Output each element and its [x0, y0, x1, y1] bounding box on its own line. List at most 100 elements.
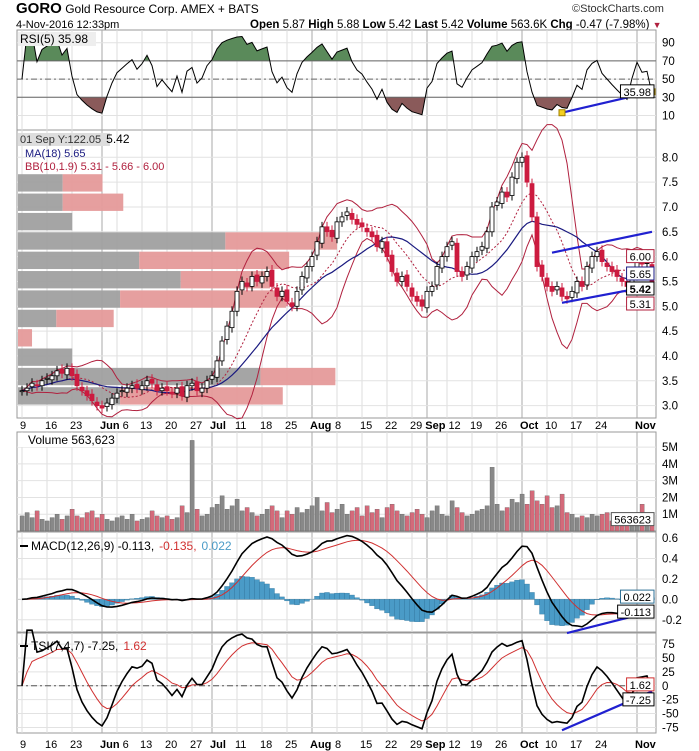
macd-histogram-bar: [274, 593, 280, 600]
volume-bar: [409, 512, 415, 532]
candle-body: [89, 393, 95, 402]
volume-bar: [529, 490, 535, 532]
price-axis-tick: 6.0: [662, 252, 678, 264]
date-tick: 9: [20, 420, 26, 432]
candle-body: [289, 302, 295, 307]
macd-histogram-bar: [544, 599, 550, 621]
macd-histogram-bar: [394, 599, 400, 620]
volume-by-price-down-bar: [120, 290, 286, 308]
volume-bar: [94, 517, 100, 532]
volume-bar: [219, 495, 225, 532]
volume-by-price-up-bar: [18, 193, 63, 211]
volume-bar: [309, 505, 315, 532]
candle-body: [159, 387, 165, 392]
date-tick: Jul: [210, 739, 226, 751]
company-name: Gold Resource Corp. AMEX + BATS: [65, 2, 259, 16]
rsi-axis-tick: 10: [662, 110, 675, 122]
macd-histogram-bar: [239, 576, 245, 600]
macd-histogram-bar: [389, 599, 395, 617]
candle-body: [224, 325, 230, 340]
rsi-axis-tick: 90: [662, 38, 675, 50]
candle-body: [499, 191, 505, 204]
volume-by-price-up-bar: [18, 271, 181, 289]
volume-bar: [39, 519, 45, 532]
datetime: 4-Nov-2016 12:33pm: [16, 19, 120, 31]
date-tick: 24: [595, 739, 607, 751]
macd-histogram-bar: [424, 599, 430, 619]
chg-value: -0.47 (-7.98%): [575, 19, 650, 31]
candle-body: [449, 241, 455, 246]
price-axis-tick: 7.5: [662, 177, 678, 189]
volume-bar: [424, 517, 430, 532]
candle-body: [414, 295, 420, 302]
volume-bar: [169, 519, 175, 532]
candle-body: [339, 216, 345, 223]
rsi-oversold-fill: [22, 97, 652, 115]
macd-hist-tag: 0.022: [623, 592, 651, 604]
volume-bar: [484, 505, 490, 532]
candle-body: [589, 256, 595, 269]
volume-bar: [449, 500, 455, 532]
macd-histogram-bar: [319, 592, 325, 600]
date-tick: Nov: [635, 420, 657, 432]
date-tick: 17: [570, 739, 582, 751]
volume-bar: [264, 509, 270, 532]
volume-bar: [99, 514, 105, 532]
bb-lower-tag-box: [626, 296, 655, 311]
tsi-line: [21, 629, 653, 730]
macd-histogram-bar: [519, 579, 525, 600]
macd-histogram-bar: [254, 579, 260, 600]
candle-body: [129, 385, 135, 389]
macd-histogram-bar: [264, 583, 270, 600]
volume-by-price-down-bar: [56, 309, 114, 328]
macd-histogram-bar: [614, 598, 620, 600]
macd-histogram-bar: [349, 594, 355, 600]
volume-by-price-down-bar: [225, 232, 337, 250]
macd-histogram-bar: [504, 583, 510, 600]
macd-histogram-bar: [509, 581, 515, 600]
date-tick: 27: [190, 739, 202, 751]
candle-body: [494, 201, 500, 206]
volume-bar: [149, 510, 155, 532]
rsi-line: [21, 33, 653, 116]
date-tick: 20: [165, 739, 177, 751]
candle-body: [354, 218, 360, 225]
volume-bar: [54, 514, 60, 532]
candle-body: [204, 380, 210, 389]
date-tick: 26: [495, 420, 507, 432]
date-tick: 15: [360, 420, 372, 432]
macd-hist-legend: 0.022: [202, 539, 232, 553]
tsi-axis-tick: -25: [662, 695, 679, 707]
volume-bar: [404, 515, 410, 532]
macd-histogram-bar: [579, 599, 585, 616]
volume-bar: [279, 517, 285, 532]
last-value: 5.42: [441, 19, 464, 31]
price-axis-tick: 6.5: [662, 227, 678, 239]
volume-bar: [429, 510, 435, 532]
candle-body: [619, 277, 625, 282]
volume-bar: [179, 505, 185, 532]
macd-histogram-bar: [134, 598, 140, 600]
date-tick: 16: [45, 420, 57, 432]
date-tick: 8: [335, 739, 341, 751]
candle-body: [149, 378, 155, 384]
volume-bar: [394, 510, 400, 532]
candle-body: [424, 290, 430, 309]
volume-bar: [419, 514, 425, 532]
rsi-legend: RSI(5) 35.98: [20, 32, 88, 46]
candle-body: [279, 290, 285, 297]
candle-body: [24, 387, 30, 392]
date-tick: Sep: [425, 420, 445, 432]
macd-histogram-bar: [84, 599, 90, 603]
candle-body: [539, 264, 545, 277]
date-tick: 24: [595, 420, 607, 432]
last-label: Last: [414, 19, 438, 31]
date-tick: 11: [235, 739, 246, 751]
volume-bar: [324, 502, 330, 532]
volume-bar: [374, 509, 380, 532]
volume-bar: [244, 507, 250, 532]
candle-body: [299, 276, 305, 291]
candle-body: [459, 271, 465, 277]
candle-body: [119, 390, 125, 393]
candle-body: [529, 183, 535, 218]
